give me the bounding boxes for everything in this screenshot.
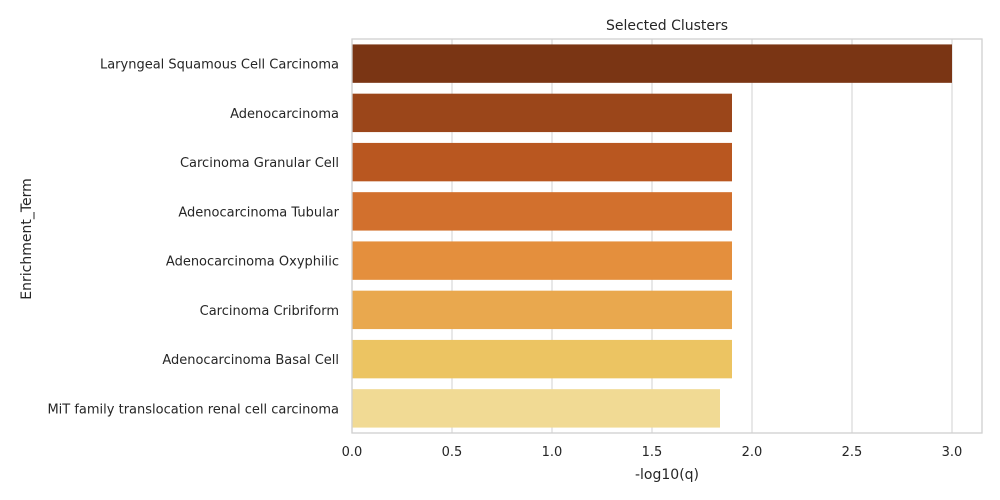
y-tick-label: Adenocarcinoma Oxyphilic xyxy=(166,255,339,270)
bar xyxy=(352,339,732,379)
x-tick-label: 0.5 xyxy=(442,445,463,460)
x-tick-label: 3.0 xyxy=(942,445,963,460)
plot-border xyxy=(351,38,983,434)
y-axis-title: Enrichment_Term xyxy=(19,178,35,299)
bar xyxy=(352,192,732,231)
x-tick-labels: 0.0 0.5 1.0 1.5 2.0 2.5 3.0 xyxy=(342,445,963,460)
y-tick-labels: Laryngeal Squamous Cell Carcinoma Adenoca… xyxy=(47,58,339,418)
bar xyxy=(352,290,732,330)
y-tick-label: Adenocarcinoma xyxy=(230,107,339,122)
bar xyxy=(352,142,732,182)
y-tick-label: MiT family translocation renal cell carc… xyxy=(47,402,339,417)
y-tick-label: Carcinoma Granular Cell xyxy=(180,156,339,171)
y-tick-label: Adenocarcinoma Tubular xyxy=(178,205,339,220)
bar xyxy=(352,241,732,280)
x-tick-label: 1.5 xyxy=(642,445,663,460)
bar xyxy=(352,389,720,428)
bars xyxy=(352,44,952,428)
y-tick-label: Adenocarcinoma Basal Cell xyxy=(162,353,339,368)
x-axis-title: -log10(q) xyxy=(635,467,699,483)
x-tick-label: 2.0 xyxy=(742,445,763,460)
plot-frame xyxy=(351,38,983,434)
x-tick-label: 1.0 xyxy=(542,445,563,460)
x-tick-label: 0.0 xyxy=(342,445,363,460)
y-tick-label: Laryngeal Squamous Cell Carcinoma xyxy=(100,58,339,73)
x-tick-label: 2.5 xyxy=(842,445,863,460)
y-tick-label: Carcinoma Cribriform xyxy=(200,304,339,319)
chart-title: Selected Clusters xyxy=(606,18,728,34)
bar xyxy=(352,93,732,133)
bar xyxy=(352,44,952,83)
